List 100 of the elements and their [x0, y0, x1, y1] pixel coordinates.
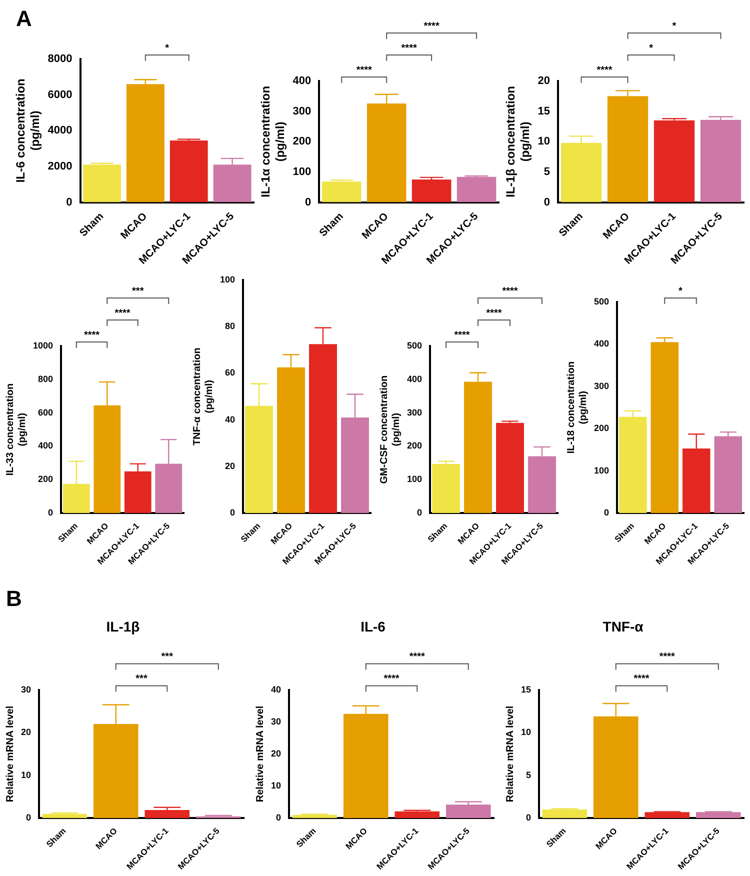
y-tick-label: 300 [594, 380, 610, 391]
y-tick-label: 0 [604, 508, 610, 518]
text: **** [659, 652, 676, 663]
y-tick-label: 10 [520, 727, 532, 738]
text: A [16, 6, 32, 32]
text: **** [114, 308, 130, 319]
y-tick-label: 0 [305, 196, 312, 208]
bar [654, 120, 695, 202]
y-tick-label: 10 [538, 136, 550, 148]
y-tick-label: 10 [20, 770, 32, 780]
bar [170, 140, 208, 202]
y-tick-label: 15 [520, 684, 532, 694]
text: **** [634, 674, 650, 685]
y-tick-label: 0 [48, 508, 54, 518]
y-tick-label: 10 [270, 780, 282, 791]
text: * [678, 286, 683, 297]
chart-title: IL-1β [106, 618, 140, 634]
y-tick-label: 100 [292, 166, 312, 178]
bar [322, 182, 362, 202]
y-axis-title: Relative mRNA level [504, 706, 516, 802]
y-tick-label: 800 [38, 374, 54, 384]
y-tick-label: 100 [406, 474, 422, 484]
bar [412, 180, 452, 202]
text: **** [356, 64, 372, 76]
y-tick-label: 60 [225, 368, 236, 378]
y-tick-label: 2000 [48, 160, 72, 173]
y-tick-label: 20 [270, 748, 282, 758]
y-tick-label: 20 [20, 727, 32, 738]
bar [700, 120, 742, 202]
y-tick-label: 8000 [48, 53, 72, 66]
y-tick-label: 5 [526, 770, 532, 780]
y-tick-label: 600 [38, 407, 54, 418]
y-tick-label: 40 [225, 414, 236, 424]
y-tick-label: 0 [544, 196, 550, 208]
y-tick-label: 100 [594, 465, 610, 476]
y-tick-label: 200 [38, 474, 54, 484]
text: * [165, 42, 170, 54]
y-tick-label: 6000 [48, 88, 72, 101]
y-tick-label: 0 [26, 812, 32, 823]
bar [644, 812, 690, 818]
text: *** [136, 674, 148, 685]
y-tick-label: 15 [538, 105, 550, 118]
y-tick-label: 200 [594, 423, 610, 434]
y-tick-label: 30 [270, 716, 282, 726]
text: **** [596, 64, 612, 76]
y-tick-label: 0 [66, 196, 72, 208]
y-tick-label: 0 [276, 812, 282, 823]
y-tick-label: 4000 [48, 124, 72, 137]
y-tick-label: 500 [406, 340, 422, 350]
bar [394, 811, 440, 818]
y-tick-label: 40 [270, 684, 282, 694]
text: **** [454, 330, 470, 341]
text: * [672, 20, 676, 32]
y-tick-label: 100 [220, 274, 236, 284]
y-tick-label: 0 [230, 508, 236, 518]
y-tick-label: 20 [538, 75, 550, 88]
y-tick-label: 5 [544, 166, 550, 178]
y-tick-label: 1000 [32, 340, 54, 350]
y-tick-label: 500 [594, 296, 610, 306]
y-tick-label: 30 [20, 684, 32, 694]
y-axis-title: IL-1β concentration (pg/ml) [504, 86, 532, 198]
y-tick-label: 300 [292, 105, 312, 118]
y-tick-label: 400 [292, 75, 312, 88]
text: **** [84, 330, 100, 341]
text: **** [502, 286, 518, 297]
bar [542, 810, 588, 818]
bar [496, 422, 524, 514]
y-axis-title: Relative mRNA level [4, 706, 16, 802]
text: **** [424, 20, 440, 32]
y-tick-label: 80 [225, 321, 236, 332]
y-tick-label: 0 [417, 508, 422, 518]
text: *** [161, 652, 174, 663]
y-axis-title: IL-33 concentration (pg/ml) [4, 383, 28, 476]
bar [456, 176, 496, 202]
text: **** [401, 42, 417, 54]
chart-title: IL-6 [360, 618, 386, 634]
bar [292, 814, 338, 818]
y-tick-label: 400 [594, 338, 610, 349]
text: B [6, 586, 22, 612]
y-axis-title: IL-18 concentration (pg/ml) [566, 361, 589, 454]
y-tick-label: 200 [292, 136, 312, 148]
y-axis-title: Relative mRNA level [254, 706, 266, 802]
chart-title: TNF-α [602, 618, 644, 634]
text: **** [486, 308, 502, 319]
y-tick-label: 400 [406, 374, 422, 384]
bar [144, 810, 190, 818]
text: **** [409, 652, 426, 663]
bar [83, 164, 121, 202]
y-tick-label: 400 [38, 440, 54, 451]
text: **** [384, 674, 400, 685]
y-axis-title: TNF-α concentration (pg/ml) [192, 348, 215, 446]
bar [432, 464, 460, 514]
bar [42, 814, 88, 818]
y-tick-label: 200 [406, 440, 422, 451]
y-axis-title: IL-1α concentration (pg/ml) [258, 86, 287, 198]
y-axis-title: IL-6 concentration (pg/ml) [14, 78, 42, 183]
bar [446, 804, 491, 818]
y-axis-title: GM-CSF concentration (pg/ml) [378, 375, 402, 484]
y-tick-label: 0 [526, 812, 532, 823]
bar [696, 812, 741, 818]
